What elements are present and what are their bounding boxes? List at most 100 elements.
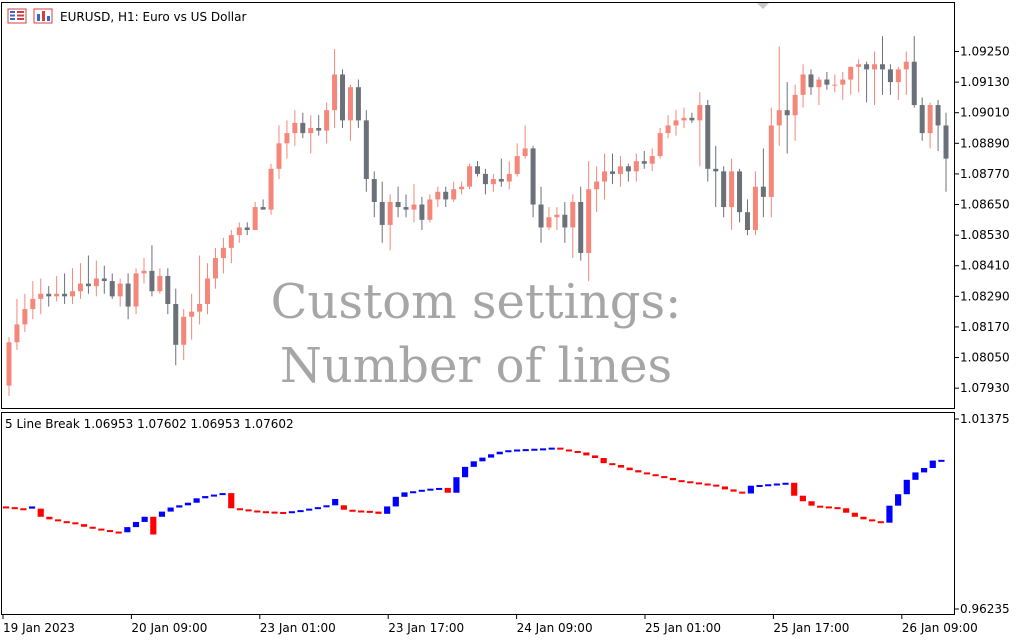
brick-up	[782, 482, 789, 485]
candle	[625, 163, 631, 182]
candle-body	[149, 270, 155, 292]
brick-down	[115, 531, 122, 534]
price-tick-label: 1.08170	[960, 320, 1010, 334]
candle	[705, 99, 711, 182]
candle	[244, 222, 250, 236]
candle	[6, 337, 12, 396]
candle	[570, 194, 576, 259]
candle	[840, 71, 846, 100]
brick-up	[462, 466, 469, 478]
brick-down	[349, 509, 356, 512]
brick-down	[851, 512, 858, 517]
candle-body	[927, 105, 933, 134]
brick-down	[574, 450, 581, 453]
candle	[109, 273, 115, 299]
brick-up	[912, 472, 919, 480]
candle	[403, 194, 409, 218]
candle	[332, 48, 338, 129]
brick-down	[721, 486, 728, 490]
time-tick-label: 25 Jan 01:00	[645, 621, 721, 635]
price-tick-label: 1.08650	[960, 198, 1010, 212]
brick-up	[938, 459, 945, 462]
candle	[236, 222, 242, 243]
brick-up	[470, 461, 477, 467]
candle	[887, 64, 893, 95]
candle	[498, 158, 504, 187]
indicator-axis[interactable]: 1.01375 0.96235	[955, 412, 1010, 616]
candle-body	[165, 275, 171, 304]
candle	[927, 102, 933, 149]
candle	[903, 51, 909, 95]
candle	[784, 82, 790, 154]
candle-body	[205, 278, 211, 304]
price-axis[interactable]: 1.09250 1.09130 1.09010 1.08890 1.08770 1.086…	[955, 45, 1010, 396]
brick-down	[860, 516, 867, 520]
brick-up	[323, 505, 330, 508]
brick-down	[626, 467, 633, 471]
candle	[379, 181, 385, 243]
candle-body	[538, 204, 544, 228]
candle-body	[776, 110, 782, 126]
brick-down	[46, 516, 53, 520]
candle	[141, 258, 147, 284]
brick-down	[89, 526, 96, 529]
candle-body	[220, 247, 226, 259]
brick-up	[158, 511, 166, 517]
brick-up	[436, 487, 443, 490]
candle-body	[602, 171, 608, 182]
candle-body	[22, 309, 28, 325]
brick-up	[505, 450, 512, 453]
brick-up	[167, 507, 174, 512]
candle	[475, 161, 480, 177]
candle-body	[705, 105, 711, 169]
chart-properties-icon[interactable]	[33, 8, 53, 24]
candle-body	[70, 291, 76, 297]
candle	[340, 69, 346, 129]
candle	[62, 273, 68, 304]
candle	[562, 201, 568, 243]
candle-body	[752, 186, 758, 231]
brick-up	[332, 499, 339, 506]
brick-down	[730, 489, 737, 492]
candle	[482, 168, 488, 195]
brick-down	[375, 511, 382, 514]
brick-up	[929, 460, 936, 468]
candle-body	[133, 273, 139, 307]
candle-body	[419, 204, 425, 220]
time-axis[interactable]: 19 Jan 2023 20 Jan 09:00 23 Jan 01:00 23 Ja…	[2, 615, 978, 635]
indicator-tick-label: 0.96235	[960, 602, 1010, 616]
candle	[427, 194, 433, 223]
time-tick-label: 26 Jan 09:00	[902, 621, 978, 635]
candle-body	[157, 275, 163, 292]
candle	[85, 255, 91, 294]
candle-body	[792, 94, 798, 116]
candle	[681, 107, 687, 129]
window-list-icon[interactable]	[7, 8, 27, 24]
candle-body	[443, 191, 449, 200]
candle-body	[729, 171, 735, 208]
candle-body	[490, 179, 496, 185]
price-tick-label: 1.08890	[960, 136, 1010, 150]
brick-down	[63, 521, 70, 524]
candle-body	[570, 201, 576, 228]
chart-shift-marker-icon[interactable]	[757, 3, 769, 9]
brick-down	[583, 452, 590, 456]
brick-down	[652, 474, 659, 477]
candle	[467, 163, 473, 190]
brick-down	[843, 508, 850, 513]
candle-body	[586, 189, 592, 253]
brick-down	[799, 495, 806, 502]
price-tick-label: 1.09250	[960, 45, 1010, 59]
candle-body	[864, 64, 870, 70]
candle	[641, 150, 647, 169]
candle	[689, 112, 695, 123]
brick-up	[288, 511, 295, 514]
candle	[157, 268, 163, 294]
candle-body	[808, 74, 814, 88]
candle	[609, 153, 615, 185]
candle	[117, 278, 123, 307]
candle-body	[482, 173, 488, 185]
price-tick-label: 1.08050	[960, 351, 1010, 365]
candle-body	[800, 74, 806, 95]
